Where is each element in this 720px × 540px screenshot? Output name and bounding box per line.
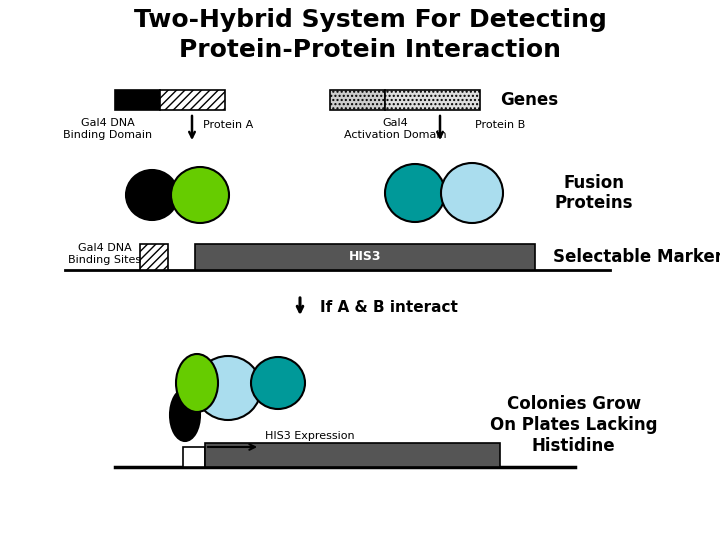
Bar — [183, 447, 205, 467]
Text: Protein A: Protein A — [203, 120, 253, 130]
Text: If A & B interact: If A & B interact — [320, 300, 458, 315]
Bar — [115, 90, 160, 110]
Ellipse shape — [171, 167, 229, 223]
Text: Gal4
Activation Domain: Gal4 Activation Domain — [343, 118, 446, 140]
Text: HIS3: HIS3 — [348, 251, 382, 264]
Text: Colonies Grow
On Plates Lacking
Histidine: Colonies Grow On Plates Lacking Histidin… — [490, 395, 657, 455]
Bar — [195, 244, 535, 270]
Text: Genes: Genes — [500, 91, 558, 109]
Bar — [330, 90, 385, 110]
Text: Fusion
Proteins: Fusion Proteins — [555, 173, 634, 212]
Text: HIS3 Expression: HIS3 Expression — [265, 431, 355, 441]
Text: Protein B: Protein B — [475, 120, 525, 130]
Text: Gal4 DNA
Binding Domain: Gal4 DNA Binding Domain — [63, 118, 153, 140]
Bar — [205, 443, 500, 467]
Ellipse shape — [170, 389, 200, 441]
Text: Two-Hybrid System For Detecting
Protein-Protein Interaction: Two-Hybrid System For Detecting Protein-… — [134, 8, 606, 62]
Text: Selectable Marker: Selectable Marker — [553, 248, 720, 266]
Ellipse shape — [195, 356, 261, 420]
Ellipse shape — [176, 354, 218, 412]
Text: Gal4 DNA
Binding Sites: Gal4 DNA Binding Sites — [68, 244, 142, 265]
Ellipse shape — [441, 163, 503, 223]
Ellipse shape — [126, 170, 178, 220]
Ellipse shape — [385, 164, 445, 222]
Ellipse shape — [251, 357, 305, 409]
Bar — [140, 244, 168, 270]
Bar — [160, 90, 225, 110]
Bar — [385, 90, 480, 110]
